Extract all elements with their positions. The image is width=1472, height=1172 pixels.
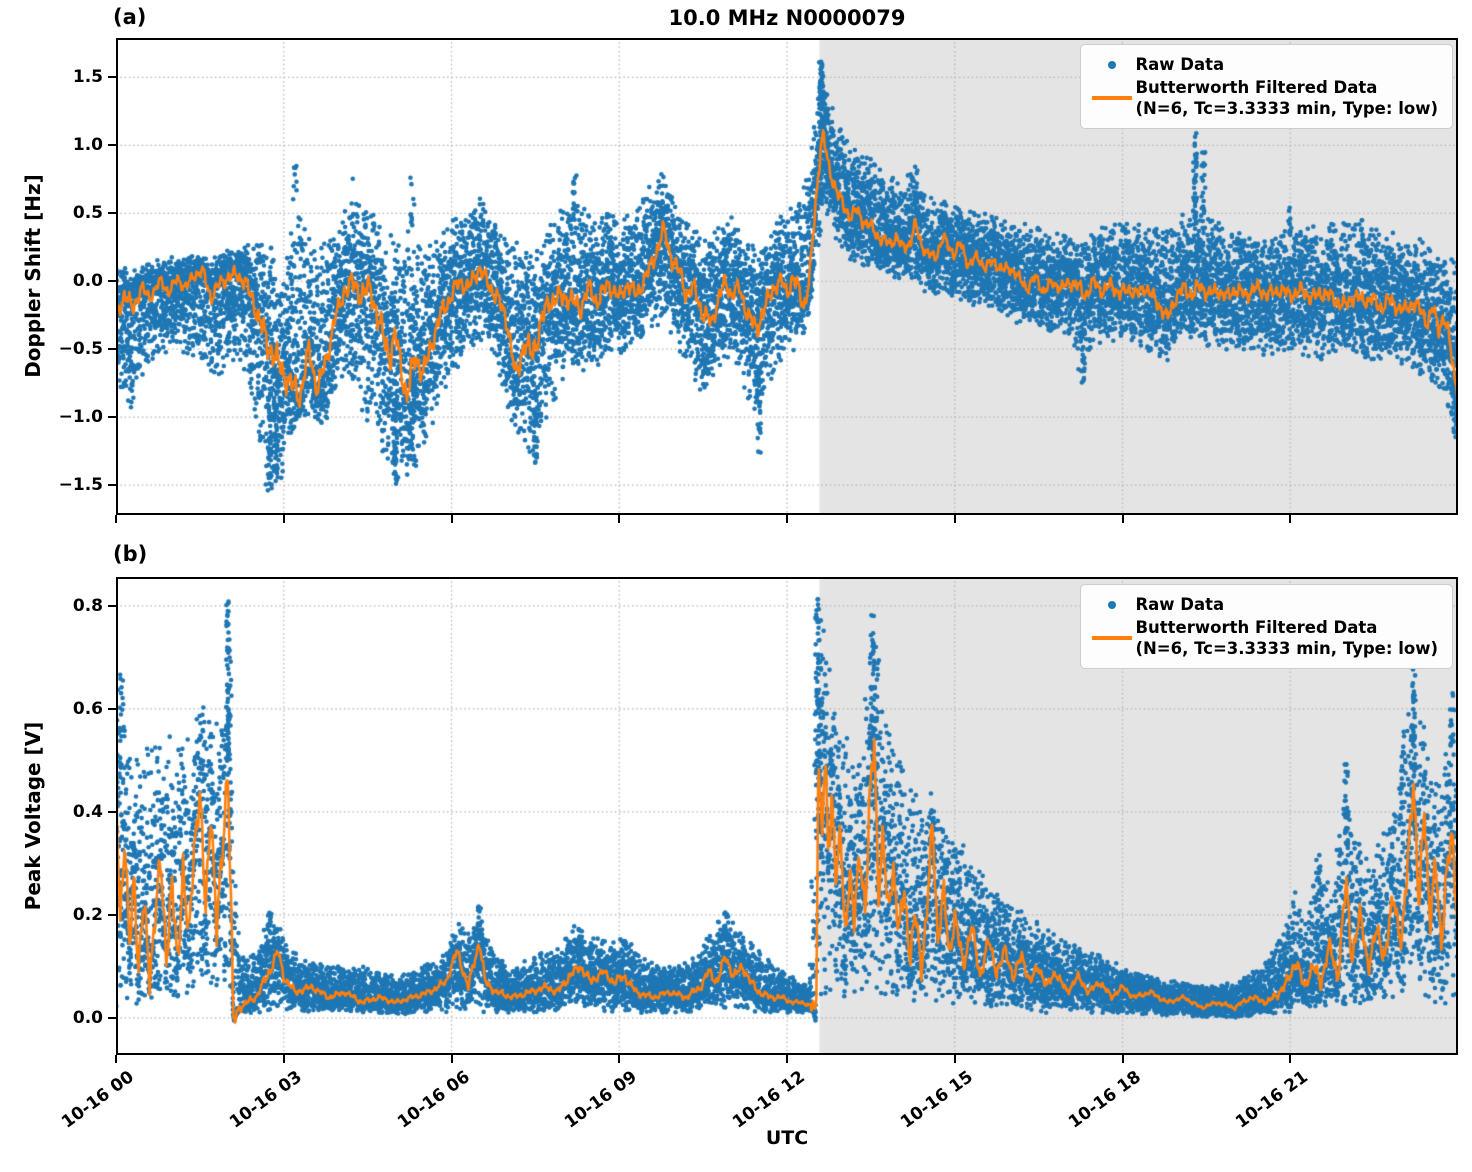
x-tick-mark bbox=[786, 515, 788, 523]
y-tick-mark bbox=[108, 280, 116, 283]
raw-data-marker-icon bbox=[1089, 60, 1135, 69]
panel-a-letter: (a) bbox=[113, 5, 147, 29]
raw-data-marker-icon bbox=[1089, 600, 1135, 609]
x-tick-label: 10-16 18 bbox=[1064, 1067, 1145, 1133]
y-tick-label: 1.5 bbox=[72, 67, 103, 88]
x-axis-label: UTC bbox=[765, 1127, 809, 1149]
x-tick-mark bbox=[450, 1055, 453, 1063]
x-tick-mark bbox=[1121, 1055, 1124, 1063]
x-tick-label: 10-16 09 bbox=[561, 1067, 642, 1133]
y-tick-mark bbox=[108, 1016, 116, 1019]
x-tick-label: 10-16 03 bbox=[225, 1067, 306, 1133]
y-tick-label: 0.0 bbox=[72, 271, 103, 292]
y-tick-mark bbox=[108, 348, 116, 351]
legend-raw-label: Raw Data bbox=[1135, 55, 1225, 74]
x-tick-mark bbox=[1289, 1055, 1292, 1063]
filtered-line-marker-icon bbox=[1089, 96, 1135, 100]
x-tick-mark bbox=[1289, 515, 1292, 523]
y-tick-mark bbox=[108, 913, 116, 916]
legend-row-filtered: Butterworth Filtered Data (N=6, Tc=3.3333… bbox=[1089, 77, 1438, 119]
legend-row-raw: Raw Data bbox=[1089, 594, 1438, 615]
figure-title: 10.0 MHz N0000079 bbox=[668, 6, 906, 30]
y-tick-mark bbox=[108, 810, 116, 813]
y-tick-label: 1.0 bbox=[72, 135, 103, 156]
y-tick-label: −0.5 bbox=[58, 339, 103, 360]
legend-row-filtered: Butterworth Filtered Data (N=6, Tc=3.3333… bbox=[1089, 617, 1438, 659]
x-tick-mark bbox=[786, 1055, 788, 1063]
y-tick-mark bbox=[108, 416, 116, 419]
x-tick-mark bbox=[282, 1055, 285, 1063]
y-tick-label: 0.4 bbox=[72, 801, 103, 822]
y-tick-label: 0.6 bbox=[72, 698, 103, 719]
x-tick-mark bbox=[450, 515, 453, 523]
x-tick-mark bbox=[1121, 515, 1124, 523]
x-tick-mark bbox=[618, 515, 621, 523]
legend-raw-label: Raw Data bbox=[1135, 595, 1225, 614]
x-tick-mark bbox=[282, 515, 285, 523]
y-tick-mark bbox=[108, 144, 116, 147]
y-tick-label: 0.5 bbox=[72, 203, 103, 224]
y-tick-label: −1.0 bbox=[58, 407, 103, 428]
panel-b-legend: Raw Data Butterworth Filtered Data (N=6, … bbox=[1080, 584, 1453, 670]
panel-b-letter: (b) bbox=[113, 542, 148, 566]
x-tick-mark bbox=[953, 1055, 956, 1063]
y-tick-mark bbox=[108, 707, 116, 710]
legend-filtered-label: Butterworth Filtered Data (N=6, Tc=3.3333… bbox=[1135, 78, 1438, 119]
y-tick-mark bbox=[108, 76, 116, 79]
y-tick-label: 0.2 bbox=[72, 904, 103, 925]
x-tick-label: 10-16 15 bbox=[896, 1067, 977, 1133]
x-tick-mark bbox=[115, 515, 117, 523]
x-tick-mark bbox=[115, 1055, 117, 1063]
legend-filtered-label: Butterworth Filtered Data (N=6, Tc=3.3333… bbox=[1135, 618, 1438, 659]
panel-a-legend: Raw Data Butterworth Filtered Data (N=6, … bbox=[1080, 44, 1453, 130]
x-tick-label: 10-16 21 bbox=[1232, 1067, 1313, 1133]
y-tick-label: 0.0 bbox=[72, 1007, 103, 1028]
x-tick-label: 10-16 06 bbox=[393, 1067, 474, 1133]
y-tick-label: 0.8 bbox=[72, 595, 103, 616]
filtered-line-marker-icon bbox=[1089, 636, 1135, 640]
y-tick-mark bbox=[108, 484, 116, 487]
x-tick-label: 10-16 12 bbox=[729, 1067, 809, 1133]
x-tick-mark bbox=[953, 515, 956, 523]
y-tick-label: −1.5 bbox=[58, 475, 103, 496]
x-tick-mark bbox=[618, 1055, 621, 1063]
y-tick-mark bbox=[108, 212, 116, 215]
y-tick-mark bbox=[108, 604, 116, 607]
x-tick-label: 10-16 00 bbox=[58, 1067, 138, 1133]
legend-row-raw: Raw Data bbox=[1089, 54, 1438, 75]
